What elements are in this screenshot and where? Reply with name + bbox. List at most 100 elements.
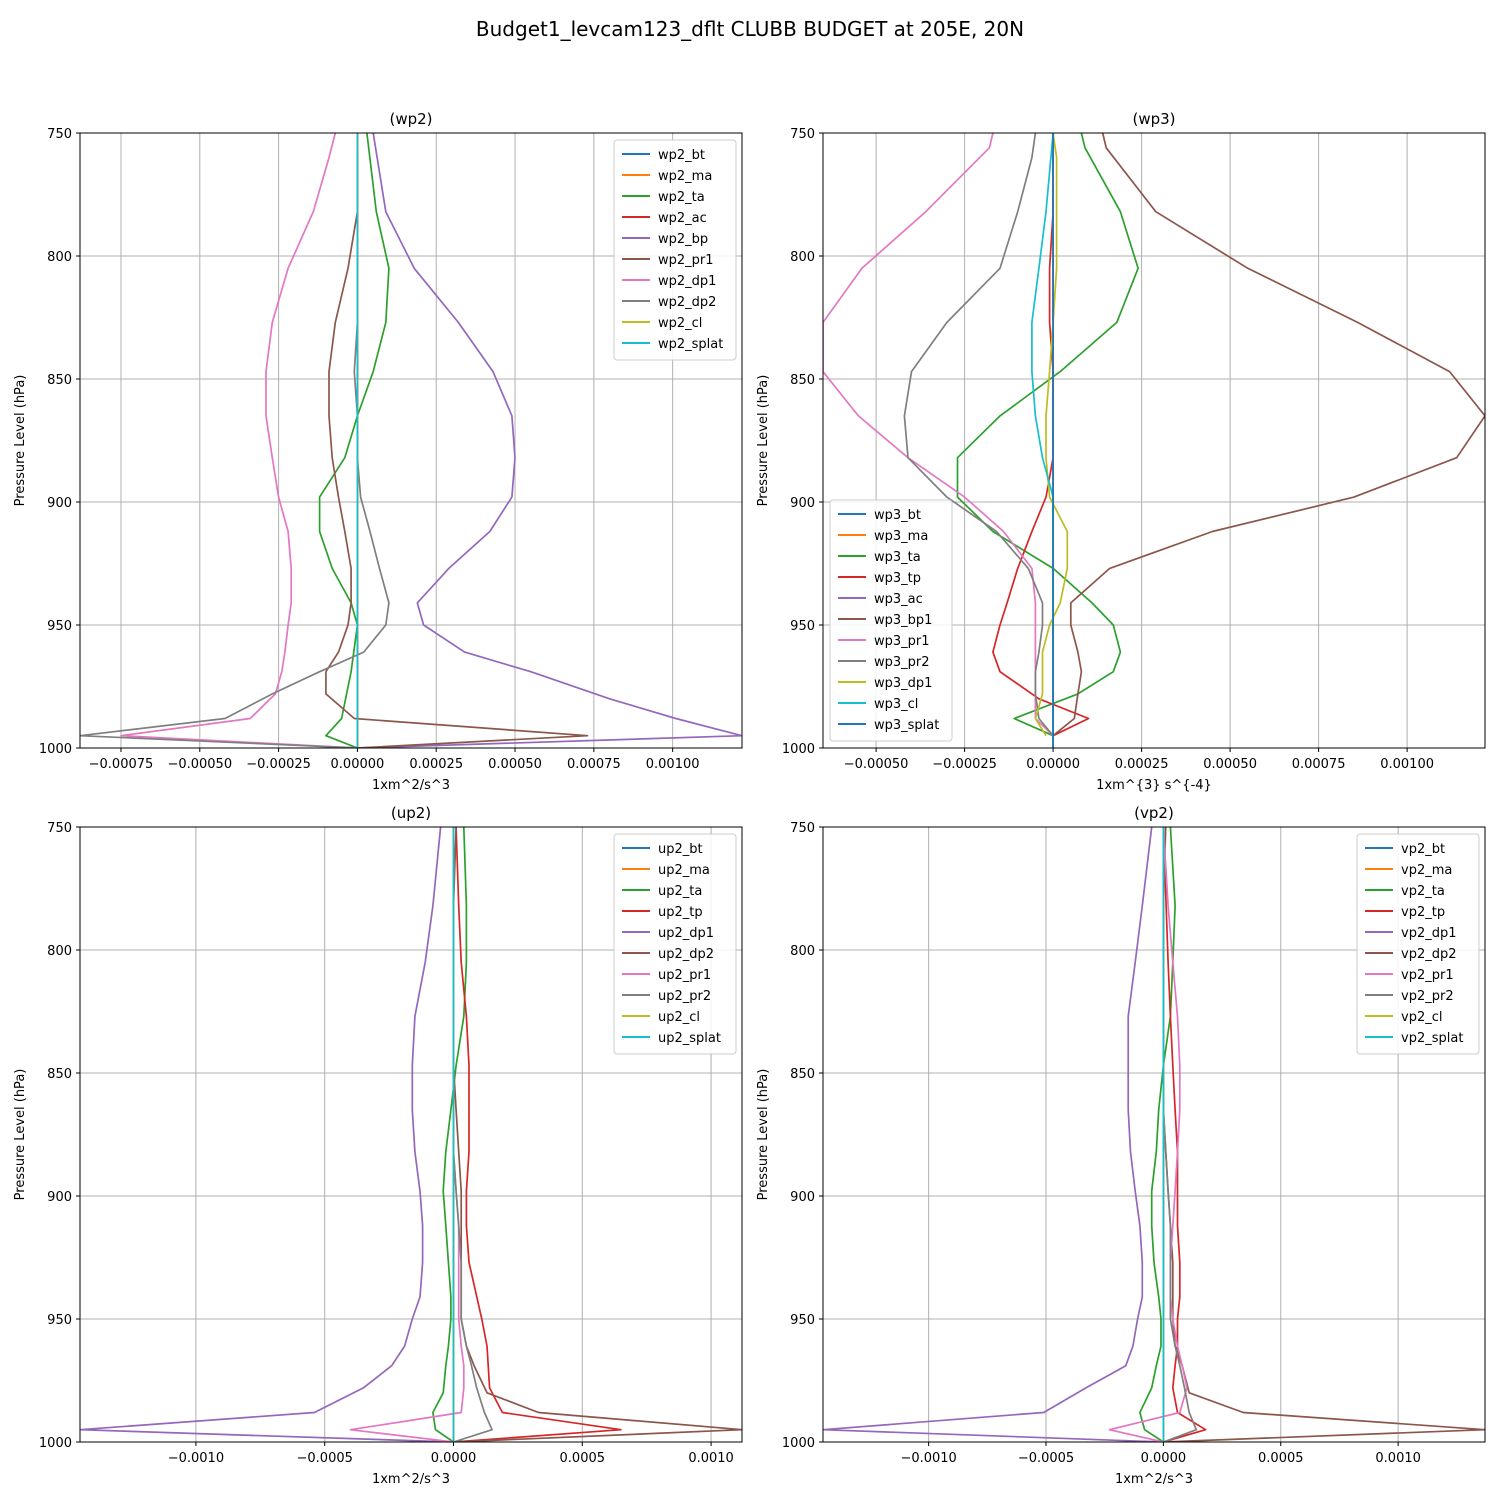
x-tick-label: 0.00050: [1203, 757, 1257, 772]
legend-label: up2_pr1: [658, 968, 711, 983]
legend-label: wp3_splat: [874, 718, 939, 733]
legend-label: wp3_pr1: [874, 634, 930, 649]
legend-label: up2_bt: [658, 842, 703, 857]
plot-frame: [79, 132, 743, 749]
legend-label: wp2_pr1: [658, 253, 714, 268]
x-tick-label: 0.00000: [331, 757, 385, 772]
y-tick-label: 800: [47, 250, 72, 265]
x-tick-label: 0.00025: [409, 757, 463, 772]
legend-label: up2_ma: [658, 863, 710, 878]
legend-label: wp3_bp1: [874, 613, 932, 628]
x-tick-label: 0.00050: [488, 757, 542, 772]
legend-label: vp2_cl: [1401, 1010, 1442, 1025]
legend-label: wp2_splat: [658, 337, 723, 352]
legend-label: up2_cl: [658, 1010, 700, 1025]
legend-label: vp2_pr2: [1401, 989, 1454, 1004]
y-tick-label: 850: [47, 1067, 72, 1082]
y-tick-label: 1000: [39, 742, 72, 757]
x-tick-label: 0.00100: [646, 757, 700, 772]
x-axis-label: 1xm^2/s^3: [372, 1472, 450, 1487]
panel-2: −0.00050 −0.00025 0.00000 0.00025 0.00050 0.0…: [756, 110, 1486, 793]
y-tick-label: 900: [47, 1190, 72, 1205]
series-line-vp2_dp1: [823, 827, 1164, 1442]
series-line-up2_tp: [453, 827, 622, 1442]
x-tick-label: 0.00075: [1292, 757, 1346, 772]
series-line-up2_dp1: [80, 827, 454, 1442]
legend-label: wp3_ma: [874, 529, 928, 544]
y-tick-label: 750: [790, 821, 815, 836]
x-tick-label: 0.00000: [1026, 757, 1080, 772]
x-tick-label: −0.00025: [932, 757, 997, 772]
legend-label: vp2_ta: [1401, 884, 1445, 899]
y-tick-label: 750: [790, 127, 815, 142]
series-line-wp3_cl: [1031, 133, 1054, 748]
y-tick-label: 750: [47, 821, 72, 836]
legend-label: up2_tp: [658, 905, 703, 920]
series-group: [80, 133, 742, 748]
legend-label: up2_dp1: [658, 926, 714, 941]
y-tick-label: 950: [47, 619, 72, 634]
legend-label: vp2_splat: [1401, 1031, 1463, 1046]
series-line-wp2_dp2: [80, 133, 390, 748]
panel-3: −0.0010 −0.0005 0.0000 0.0005 0.0010 750 800 85…: [13, 804, 743, 1487]
legend: vp2_bt vp2_ma vp2_ta vp2_tp vp2_dp1 vp2_dp2vp…: [1356, 833, 1480, 1055]
legend-label: vp2_ma: [1401, 863, 1452, 878]
legend-label: wp2_dp1: [658, 274, 716, 289]
x-axis-label: 1xm^2/s^3: [1115, 1472, 1193, 1487]
legend-label: wp2_ma: [658, 169, 712, 184]
panel-title: (wp2): [389, 110, 432, 128]
legend-label: wp2_ta: [658, 190, 705, 205]
legend-label: wp3_ta: [874, 550, 921, 565]
legend-label: vp2_dp2: [1401, 947, 1457, 962]
series-line-vp2_tp: [1162, 827, 1207, 1442]
y-tick-label: 950: [47, 1313, 72, 1328]
x-tick-label: −0.00050: [167, 757, 232, 772]
series-line-wp3_tp: [992, 133, 1090, 737]
y-tick-label: 1000: [782, 742, 815, 757]
panel-title: (wp3): [1132, 110, 1175, 128]
series-line-wp3_ta: [956, 133, 1139, 737]
y-tick-label: 850: [47, 373, 72, 388]
series-line-wp2_pr1: [325, 133, 589, 748]
legend-label: wp2_cl: [658, 316, 702, 331]
figure-title: Budget1_levcam123_dflt CLUBB BUDGET at 2…: [476, 17, 1024, 41]
plot-frame: [822, 826, 1486, 1443]
panel-title: (vp2): [1134, 804, 1174, 822]
plot-frame: [822, 132, 1486, 749]
x-tick-label: 0.00075: [567, 757, 621, 772]
x-tick-label: −0.0010: [900, 1451, 956, 1466]
legend-label: wp2_dp2: [658, 295, 716, 310]
series-line-wp3_dp1: [1034, 133, 1069, 737]
series-line-wp2_ta: [318, 133, 390, 748]
y-tick-label: 1000: [782, 1436, 815, 1451]
series-line-wp2_bp: [357, 133, 742, 748]
y-tick-label: 900: [790, 1190, 815, 1205]
legend-label: wp2_bt: [658, 148, 705, 163]
legend-label: up2_dp2: [658, 947, 714, 962]
legend: up2_bt up2_ma up2_ta up2_tp up2_dp1 up2_dp2up…: [613, 833, 737, 1055]
x-tick-label: 0.00025: [1115, 757, 1169, 772]
y-axis-label: Pressure Level (hPa): [13, 375, 28, 507]
series-line-up2_pr1: [349, 827, 465, 1442]
y-tick-label: 950: [790, 619, 815, 634]
x-tick-label: −0.00075: [89, 757, 154, 772]
legend-label: wp3_tp: [874, 571, 921, 586]
y-axis-label: Pressure Level (hPa): [756, 1069, 771, 1201]
legend-label: wp3_pr2: [874, 655, 930, 670]
legend-label: wp3_cl: [874, 697, 918, 712]
series-line-wp2_dp1: [120, 133, 358, 748]
x-tick-label: 0.0005: [1258, 1451, 1304, 1466]
series-group: [823, 133, 1485, 748]
x-tick-label: 0.0000: [1141, 1451, 1187, 1466]
series-line-up2_ta: [432, 827, 468, 1442]
y-tick-label: 750: [47, 127, 72, 142]
y-tick-label: 850: [790, 1067, 815, 1082]
legend: wp2_bt wp2_ma wp2_ta wp2_ac wp2_bp wp2_pr1 wp2…: [613, 139, 737, 361]
x-tick-label: −0.00025: [246, 757, 311, 772]
legend-label: up2_pr2: [658, 989, 711, 1004]
y-axis-label: Pressure Level (hPa): [13, 1069, 28, 1201]
x-tick-label: 0.0010: [1375, 1451, 1421, 1466]
legend-label: wp3_ac: [874, 592, 923, 607]
legend-label: wp2_ac: [658, 211, 707, 226]
